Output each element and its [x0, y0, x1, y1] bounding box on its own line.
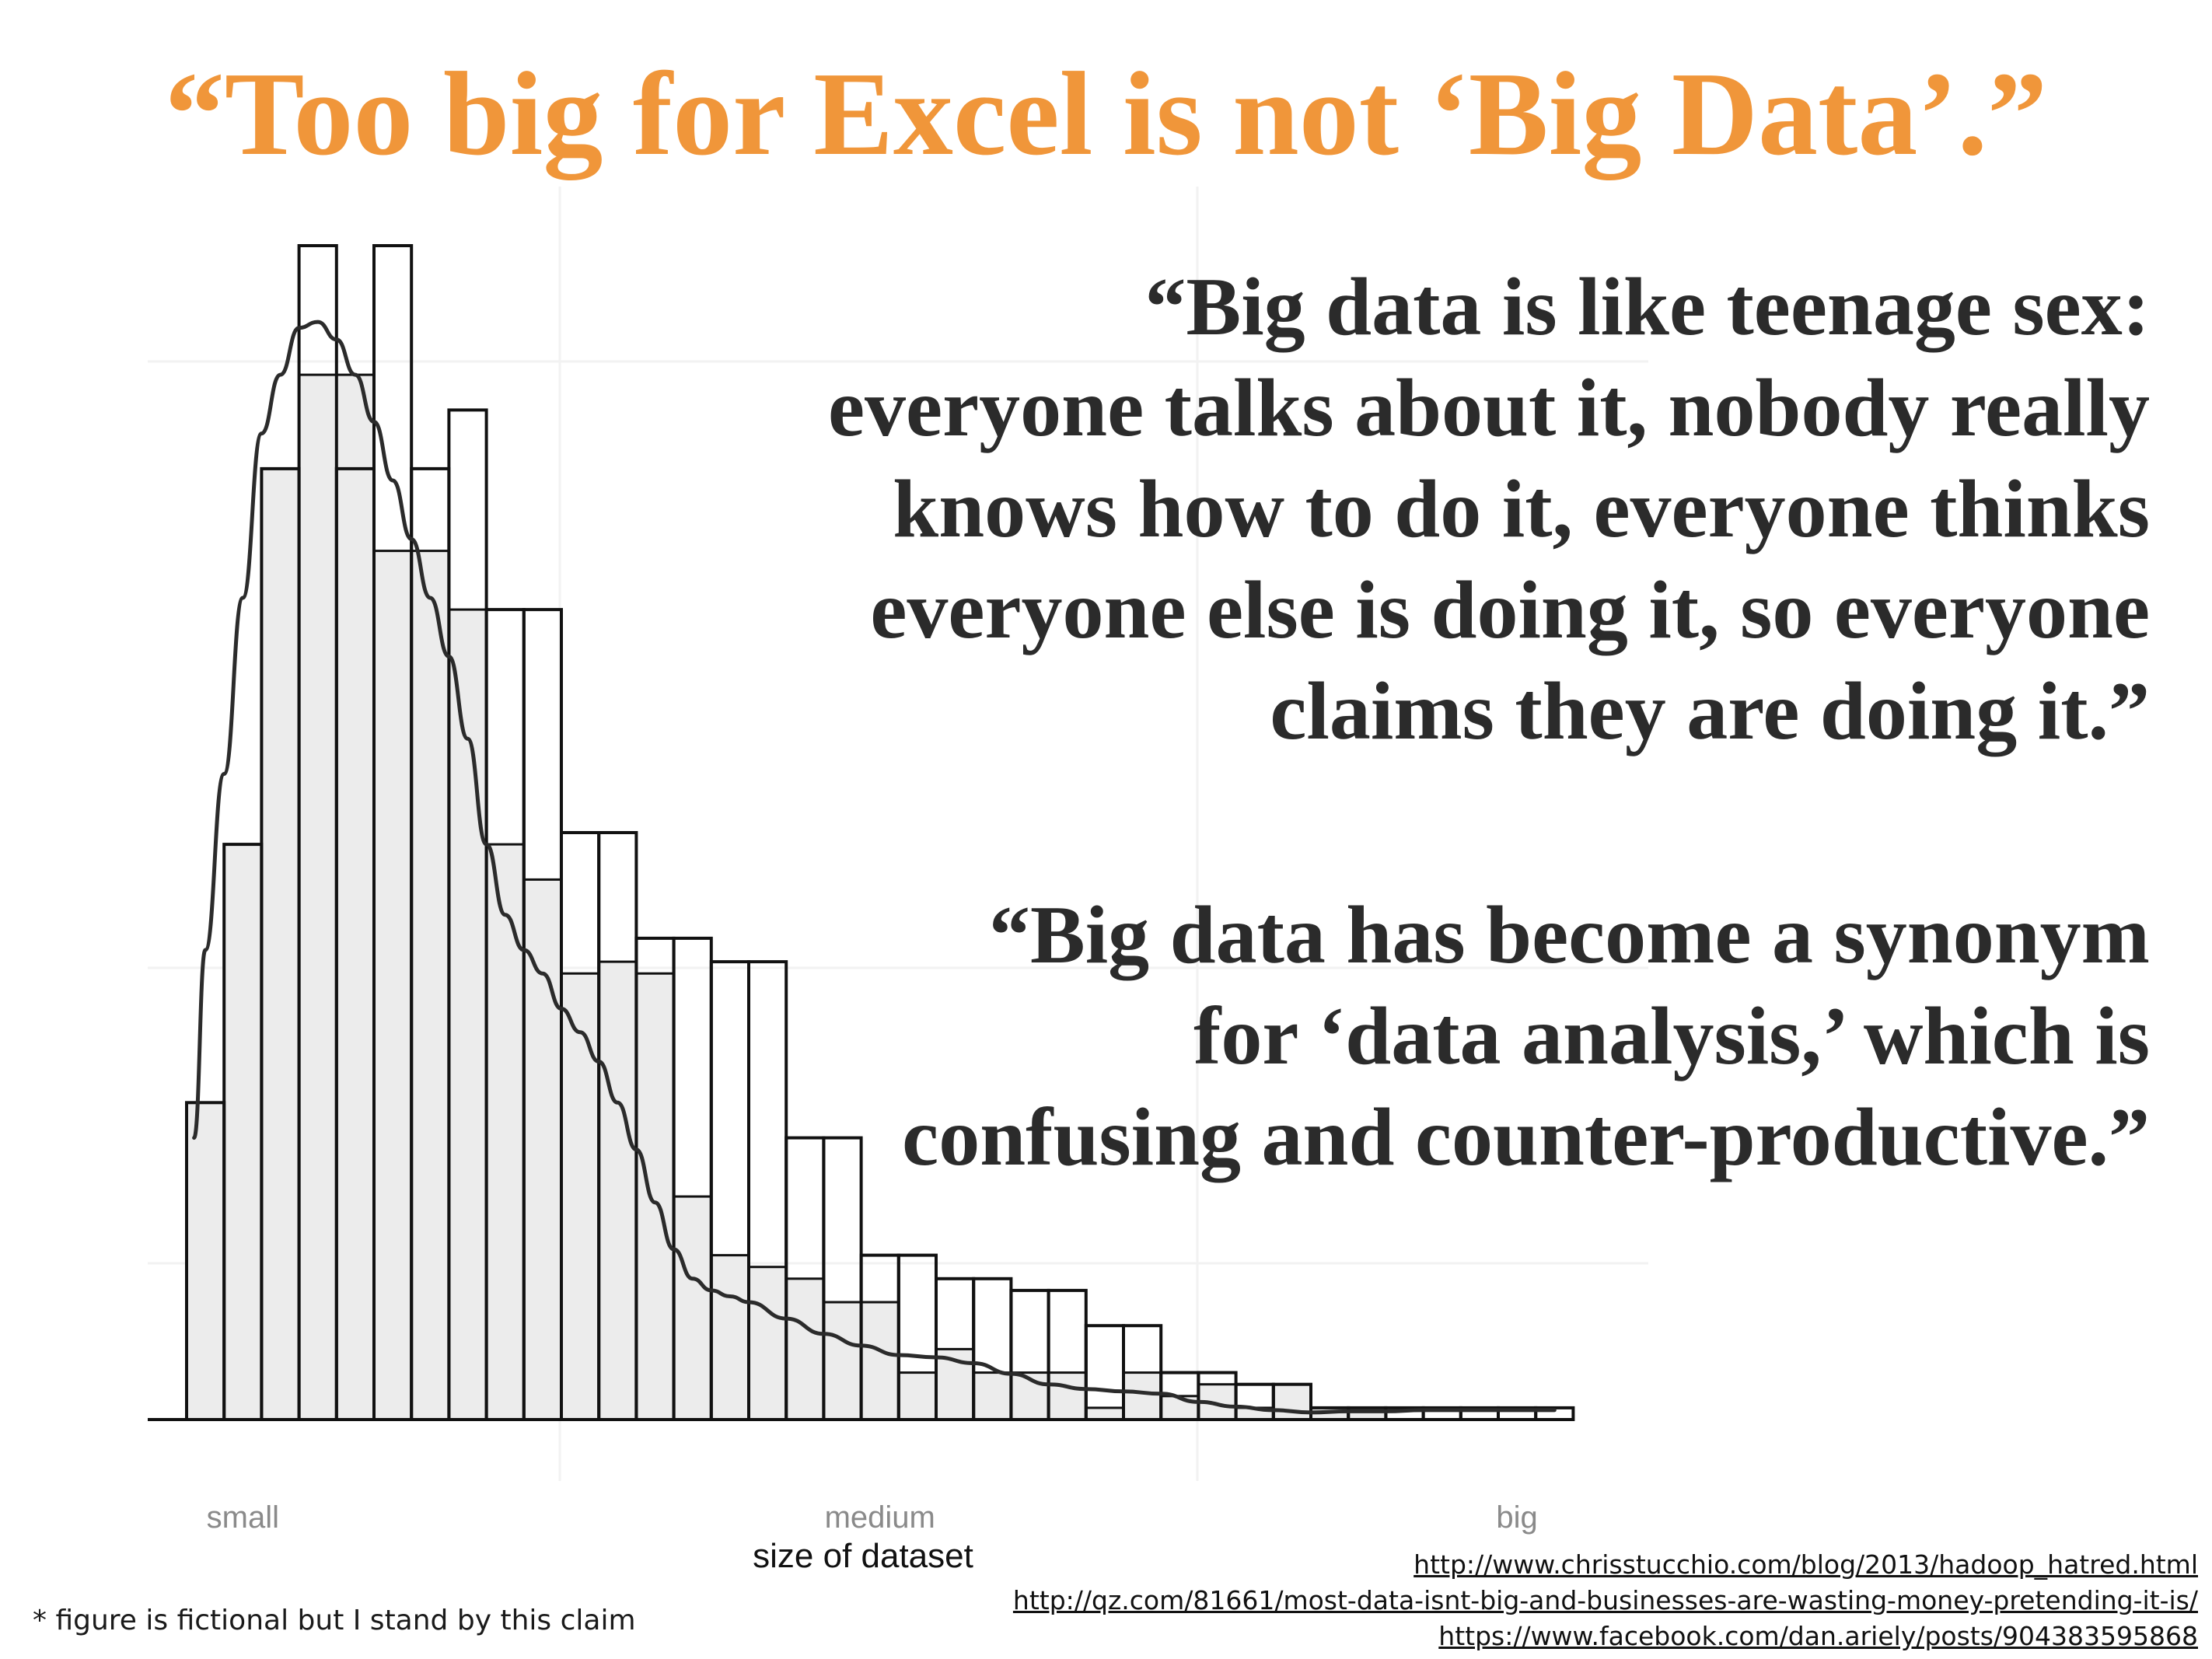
quote-line: claims they are doing it.”	[1270, 665, 2150, 756]
histogram-fill-bar	[1122, 1371, 1162, 1421]
source-link[interactable]: https://www.facebook.com/dan.ariely/post…	[1438, 1621, 2198, 1651]
histogram-fill-bar	[260, 467, 301, 1421]
histogram-fill-bar	[634, 972, 676, 1421]
histogram-fill-bar	[485, 843, 526, 1421]
histogram-fill-bar	[822, 1301, 863, 1421]
histogram-fill-bar	[673, 1195, 713, 1421]
histogram-fill-bar	[897, 1371, 938, 1421]
quote-line: everyone else is doing it, so everyone	[870, 564, 2150, 655]
histogram-fill-bar	[560, 972, 600, 1421]
quote-line: “Big data has become a synonym	[989, 889, 2150, 980]
histogram-fill-bar	[597, 960, 638, 1421]
x-tick-labels: small medium big	[207, 1500, 1538, 1535]
histogram-fill-bar	[860, 1301, 900, 1421]
histogram-fill-bar	[335, 373, 376, 1421]
histogram-fill-bar	[222, 843, 263, 1421]
histogram-fill-bar	[447, 608, 488, 1421]
footnote: * figure is fictional but I stand by thi…	[33, 1605, 636, 1636]
histogram-fill-bar	[298, 373, 338, 1421]
quote-line: everyone talks about it, nobody really	[828, 362, 2150, 453]
histogram-fill-bar	[710, 1254, 750, 1421]
histogram-fill-bar	[522, 878, 563, 1421]
histogram-fill-bar	[972, 1371, 1012, 1421]
histogram-fill-bar	[410, 550, 450, 1421]
histogram-fill-bar	[1047, 1371, 1088, 1421]
density-curve	[192, 320, 1557, 1415]
quote-line: for ‘data analysis,’ which is	[1193, 990, 2150, 1081]
histogram-fill-bar	[747, 1266, 788, 1421]
source-links: http://www.chrisstucchio.com/blog/2013/h…	[1013, 1547, 2198, 1654]
quote-synonym: “Big data has become a synonym for ‘data…	[902, 885, 2150, 1188]
x-tick-label: medium	[825, 1500, 935, 1535]
x-axis-label: size of dataset	[753, 1537, 973, 1575]
histogram-fill-bar	[1085, 1406, 1125, 1421]
histogram-fill-bar	[785, 1277, 825, 1421]
histogram-fill-bar	[185, 1101, 225, 1421]
quote-line: confusing and counter-productive.”	[902, 1091, 2150, 1182]
source-link[interactable]: http://qz.com/81661/most-data-isnt-big-a…	[1012, 1585, 2198, 1615]
quote-line: “Big data is like teenage sex:	[1144, 261, 2151, 352]
quote-teenage-sex: “Big data is like teenage sex: everyone …	[828, 257, 2150, 762]
histogram-outline-bar	[1084, 1324, 1126, 1421]
quote-line: knows how to do it, everyone thinks	[893, 463, 2150, 554]
source-link[interactable]: http://www.chrisstucchio.com/blog/2013/h…	[1414, 1549, 2198, 1580]
x-tick-label: small	[207, 1500, 279, 1535]
slide-title: “Too big for Excel is not ‘Big Data’.”	[164, 48, 2048, 180]
histogram-fill-bar	[372, 550, 413, 1421]
x-tick-label: big	[1496, 1500, 1537, 1535]
